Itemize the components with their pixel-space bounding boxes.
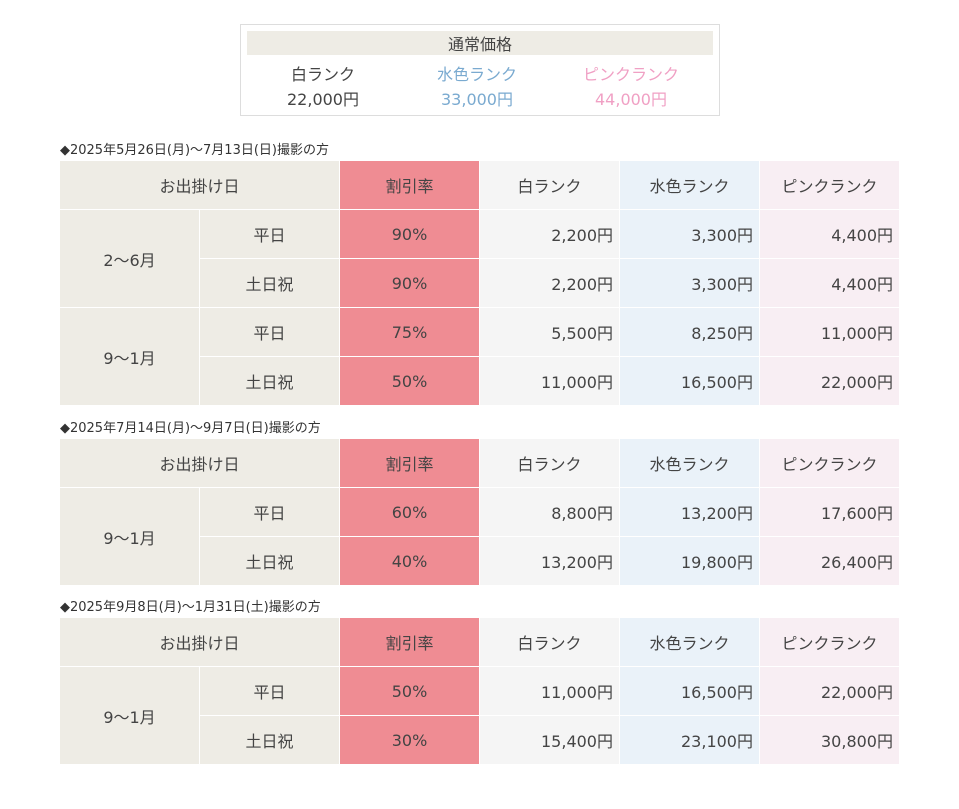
header-cell: ピンクランク <box>760 161 899 209</box>
rank-name: 水色ランク <box>436 65 517 84</box>
period-cell: 9〜1月 <box>60 667 199 764</box>
price-cell: 3,300円 <box>620 210 759 258</box>
rank-name: ピンクランク <box>582 65 679 84</box>
rate-cell: 90% <box>340 210 479 258</box>
header-cell: ピンクランク <box>760 439 899 487</box>
price-cell: 4,400円 <box>760 259 899 307</box>
normal-price-title: 通常価格 <box>247 31 713 55</box>
normal-price-box: 通常価格 <box>240 24 720 116</box>
price-cell: 17,600円 <box>760 488 899 536</box>
price-cell: 11,000円 <box>760 308 899 356</box>
rate-cell: 60% <box>340 488 479 536</box>
period-cell: 9〜1月 <box>60 308 199 405</box>
price-cell: 16,500円 <box>620 357 759 405</box>
rank-name: 白ランク <box>290 65 355 84</box>
price-cell: 8,800円 <box>480 488 619 536</box>
rank-price: 22,000円 <box>287 90 359 109</box>
day-cell: 平日 <box>200 308 339 356</box>
header-cell: 水色ランク <box>620 161 759 209</box>
header-cell: お出掛け日 <box>60 161 339 209</box>
rank-price: 44,000円 <box>595 90 667 109</box>
header-cell: お出掛け日 <box>60 439 339 487</box>
price-cell: 5,500円 <box>480 308 619 356</box>
price-cell: 11,000円 <box>480 357 619 405</box>
day-cell: 土日祝 <box>200 357 339 405</box>
header-cell: 白ランク <box>480 618 619 666</box>
price-cell: 22,000円 <box>760 357 899 405</box>
section-caption: ◆2025年5月26日(月)〜7月13日(日)撮影の方 <box>60 143 329 158</box>
header-cell: 割引率 <box>340 161 479 209</box>
header-cell: お出掛け日 <box>60 618 339 666</box>
price-cell: 2,200円 <box>480 259 619 307</box>
rate-cell: 90% <box>340 259 479 307</box>
rank-price: 33,000円 <box>441 90 513 109</box>
period-cell: 9〜1月 <box>60 488 199 585</box>
price-cell: 23,100円 <box>620 716 759 764</box>
header-cell: 白ランク <box>480 161 619 209</box>
price-cell: 3,300円 <box>620 259 759 307</box>
day-cell: 平日 <box>200 210 339 258</box>
rate-cell: 40% <box>340 537 479 585</box>
rate-cell: 75% <box>340 308 479 356</box>
header-cell: 白ランク <box>480 439 619 487</box>
rate-cell: 50% <box>340 667 479 715</box>
price-cell: 26,400円 <box>760 537 899 585</box>
price-cell: 11,000円 <box>480 667 619 715</box>
day-cell: 土日祝 <box>200 716 339 764</box>
price-cell: 30,800円 <box>760 716 899 764</box>
header-cell: 水色ランク <box>620 618 759 666</box>
price-cell: 8,250円 <box>620 308 759 356</box>
price-cell: 22,000円 <box>760 667 899 715</box>
price-cell: 19,800円 <box>620 537 759 585</box>
header-cell: 水色ランク <box>620 439 759 487</box>
header-cell: 割引率 <box>340 618 479 666</box>
header-cell: 割引率 <box>340 439 479 487</box>
price-cell: 13,200円 <box>480 537 619 585</box>
price-cell: 4,400円 <box>760 210 899 258</box>
day-cell: 平日 <box>200 488 339 536</box>
section-caption: ◆2025年9月8日(月)〜1月31日(土)撮影の方 <box>60 600 321 615</box>
price-cell: 15,400円 <box>480 716 619 764</box>
price-cell: 13,200円 <box>620 488 759 536</box>
price-cell: 16,500円 <box>620 667 759 715</box>
rate-cell: 50% <box>340 357 479 405</box>
header-cell: ピンクランク <box>760 618 899 666</box>
period-cell: 2〜6月 <box>60 210 199 307</box>
section-caption: ◆2025年7月14日(月)〜9月7日(日)撮影の方 <box>60 421 321 436</box>
day-cell: 土日祝 <box>200 537 339 585</box>
day-cell: 土日祝 <box>200 259 339 307</box>
rate-cell: 30% <box>340 716 479 764</box>
price-cell: 2,200円 <box>480 210 619 258</box>
day-cell: 平日 <box>200 667 339 715</box>
